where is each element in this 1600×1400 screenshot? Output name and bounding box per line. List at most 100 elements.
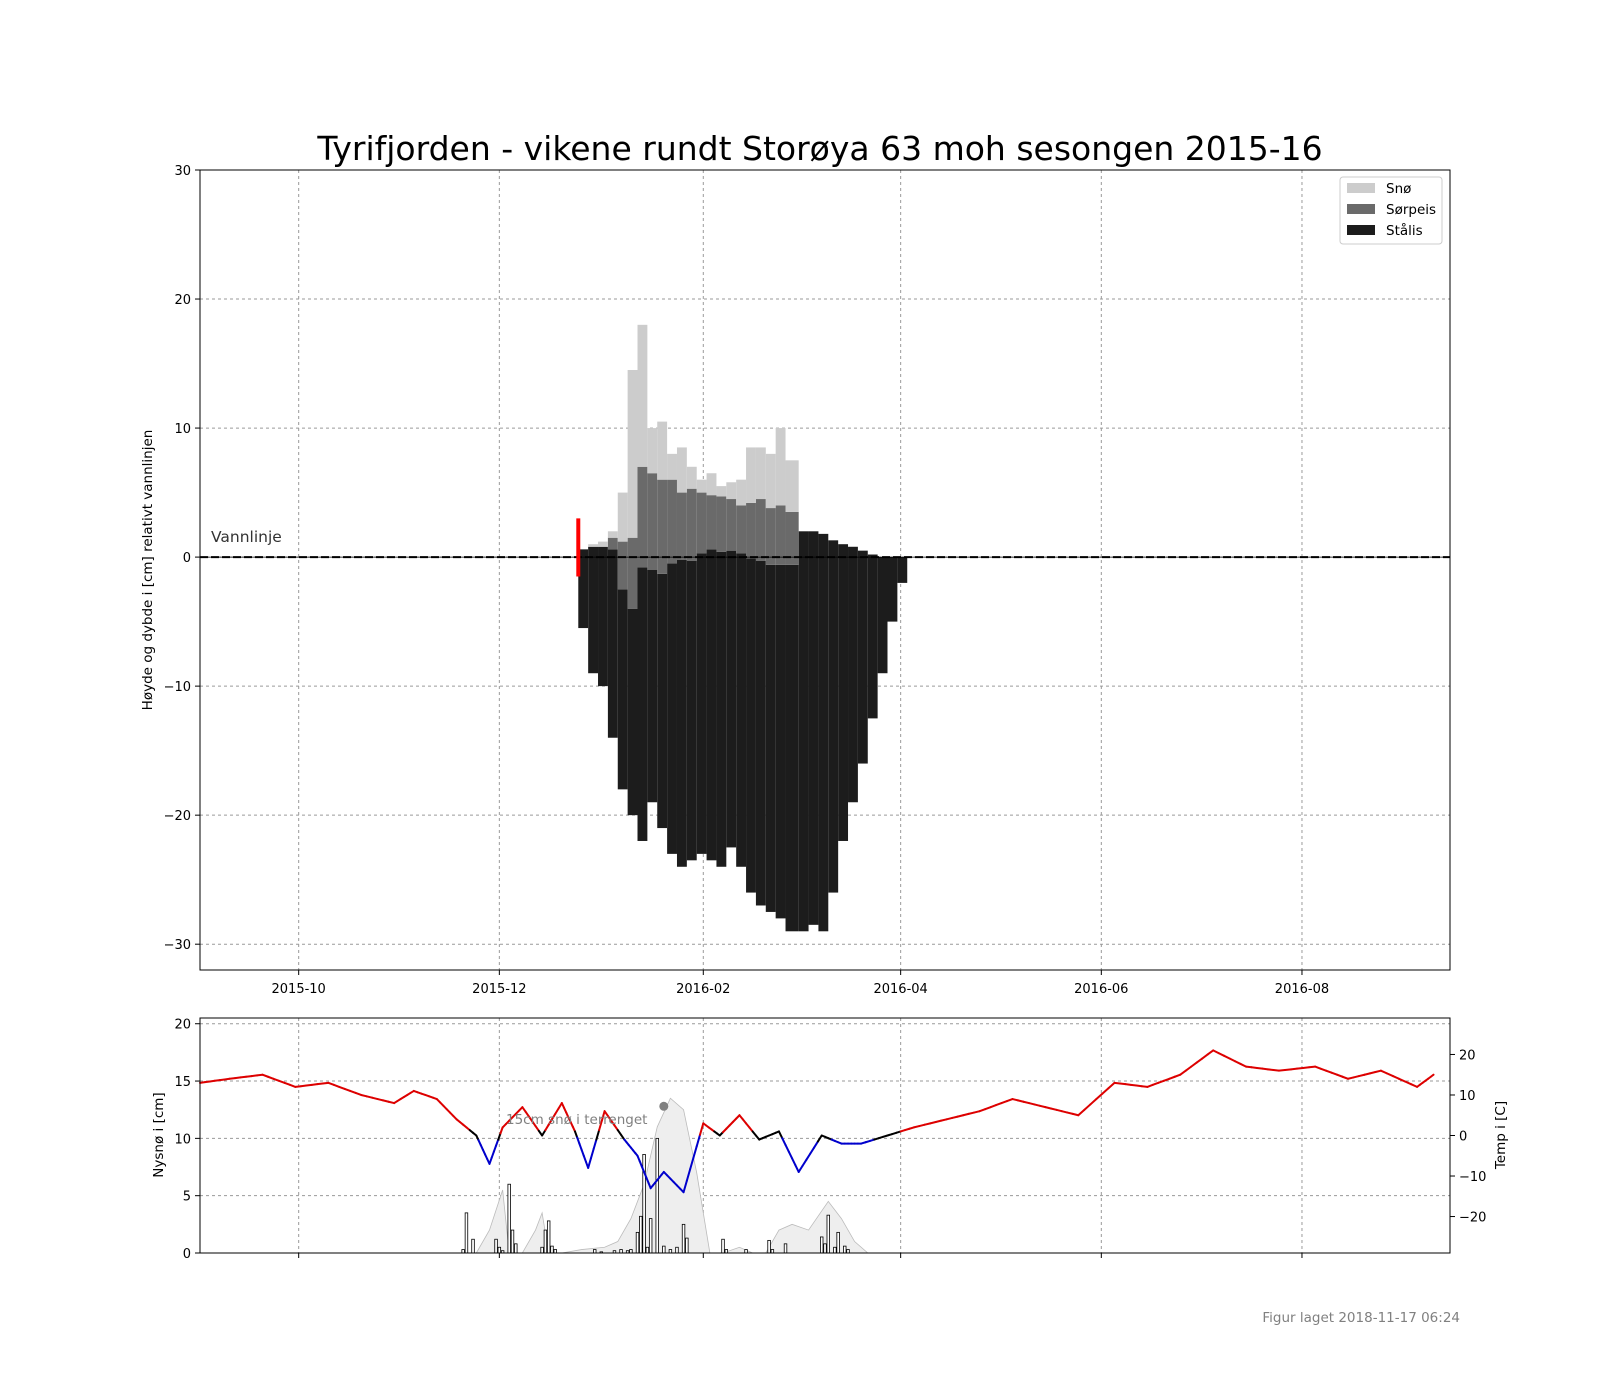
top-x-tick-label: 2016-02 [676,982,730,997]
temperature-segment [1385,1072,1394,1078]
temperature-segment [1228,1057,1237,1063]
legend-swatch-snow [1347,183,1375,193]
temperature-segment [580,1148,585,1157]
slush-ice-segment [746,502,756,559]
new-snow-bar [820,1236,824,1254]
black-ice-segment [746,558,756,893]
black-ice-segment [588,546,599,674]
temperature-segment [699,1122,705,1136]
bottom-y2-tick-label: 20 [1459,1048,1476,1063]
black-ice-segment [706,549,717,861]
new-snow-bar [464,1212,469,1254]
black-ice-segment [696,553,707,854]
new-snow-bar [546,1220,551,1254]
legend-label-black-ice: Stålis [1386,222,1423,239]
slush-ice-segment [647,473,658,570]
temperature-segment [1201,1053,1209,1060]
top-y-ticks: −30 −20 −10 0 10 20 30 [164,164,200,953]
new-snow-bar [619,1249,623,1254]
temperature-segment [1277,1068,1286,1072]
temperature-segment [1379,1069,1388,1075]
black-ice-segment [578,549,589,629]
temperature-segment [777,1130,784,1140]
temperature-segment [1223,1054,1231,1060]
legend: Snø Sørpeis Stålis [1339,176,1443,245]
temperature-segment [1239,1062,1248,1068]
snow-segment [647,428,658,474]
black-ice-segment [848,546,858,803]
snow-segment [746,447,756,503]
top-y-tick-label: −20 [164,809,191,824]
new-snow-bar [783,1243,788,1254]
temperature-segment [1184,1065,1193,1072]
bottom-y-ticks: 0 5 10 15 20 [174,1018,200,1262]
top-x-tick-label: 2016-04 [873,982,927,997]
snow-segment [588,544,599,547]
slush-ice-segment [785,511,799,565]
temperature-segment [497,1132,502,1141]
black-ice-segment [598,546,608,687]
new-snow-bar [724,1249,729,1254]
snow-annotation-label: 15cm snø i terrenget [506,1112,647,1128]
snow-segment [736,479,747,506]
snow-annotation-point [659,1101,669,1111]
new-snow-bar [639,1215,643,1254]
top-y-tick-label: −30 [164,938,191,953]
temperature-line [199,1049,1435,1194]
new-snow-bar [770,1249,775,1254]
slush-ice-segment [667,479,677,564]
black-ice-segment [818,533,829,932]
slush-ice-segment [765,508,776,565]
new-snow-bar [675,1246,679,1254]
new-snow-bar [836,1231,840,1254]
temperature-segment [578,1142,583,1151]
snow-depth-fill [475,1097,869,1254]
slush-ice-segment [617,541,628,590]
temperature-segment [490,1150,495,1159]
black-ice-segment [726,550,737,848]
bottom-y2-tick-label: −20 [1459,1211,1486,1226]
slush-ice-segment [637,466,648,568]
bottom-y2-axis-label: Temp i [C] [1493,1101,1509,1170]
bottom-y2-tick-label: −10 [1459,1170,1486,1185]
temperature-segment [592,1138,598,1151]
black-ice-segment [785,564,799,932]
temperature-segment [595,1129,601,1141]
temperature-segment [541,1129,547,1137]
snow-segment [627,370,638,538]
black-ice-segment [627,608,638,816]
legend-label-slush: Sørpeis [1386,202,1436,218]
temperature-segment [488,1156,493,1165]
slush-ice-segment [676,492,687,560]
new-snow-bar [846,1249,850,1254]
black-ice-segment [838,544,849,841]
new-snow-bar [655,1137,659,1254]
black-ice-segment [857,550,868,764]
new-snow-bar [543,1229,548,1254]
slush-ice-segment [755,499,766,561]
slush-ice-segment [657,479,668,574]
temperature-segment [1077,1108,1086,1117]
top-y-tick-label: 10 [174,422,191,437]
temperature-segment [692,1145,698,1159]
new-snow-bar [662,1245,666,1254]
bottom-y2-tick-label: 0 [1459,1130,1467,1145]
top-x-tick-label: 2015-12 [472,982,526,997]
black-ice-segment [686,560,697,861]
temperature-segment [797,1164,804,1173]
new-snow-bar [648,1218,653,1254]
slush-ice-segment [627,537,638,609]
new-snow-bar [471,1238,475,1254]
new-snow-bar [767,1239,771,1254]
temperature-segment [813,1140,819,1149]
new-snow-bar [843,1245,847,1254]
temperature-segment [1217,1052,1226,1057]
temperature-segment [1101,1087,1110,1095]
top-axes-frame [199,169,1451,971]
new-snow-bar [833,1246,837,1254]
new-snow-bar [593,1249,597,1254]
black-ice-segment [736,553,747,867]
snow-segment [667,453,677,480]
temperature-segment [794,1164,800,1173]
snow-segment [686,466,697,489]
